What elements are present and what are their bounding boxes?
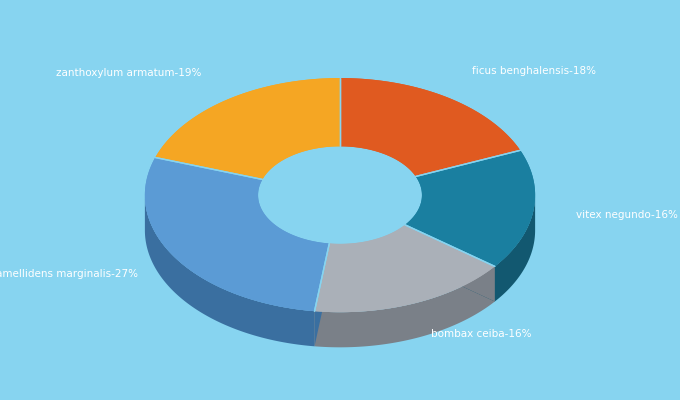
Polygon shape [155,78,340,180]
Polygon shape [405,150,535,266]
Polygon shape [340,78,520,176]
Polygon shape [495,196,535,302]
Polygon shape [405,225,495,302]
Text: bombax ceiba-16%: bombax ceiba-16% [431,328,532,338]
Polygon shape [340,78,520,176]
Text: vitex negundo-16%: vitex negundo-16% [576,210,678,220]
Polygon shape [155,78,340,180]
Polygon shape [405,196,422,260]
Polygon shape [258,196,329,279]
Polygon shape [315,266,495,347]
Polygon shape [315,244,329,346]
Text: lamellidens marginalis-27%: lamellidens marginalis-27% [0,269,138,279]
Polygon shape [145,158,329,311]
Polygon shape [315,225,495,312]
Polygon shape [329,225,405,279]
Polygon shape [145,158,329,311]
Polygon shape [405,150,535,266]
Text: ficus benghalensis-18%: ficus benghalensis-18% [472,66,596,76]
Text: zanthoxylum armatum-19%: zanthoxylum armatum-19% [56,68,201,78]
Polygon shape [315,244,329,346]
Polygon shape [145,196,315,346]
Polygon shape [405,225,495,302]
Polygon shape [315,225,495,312]
